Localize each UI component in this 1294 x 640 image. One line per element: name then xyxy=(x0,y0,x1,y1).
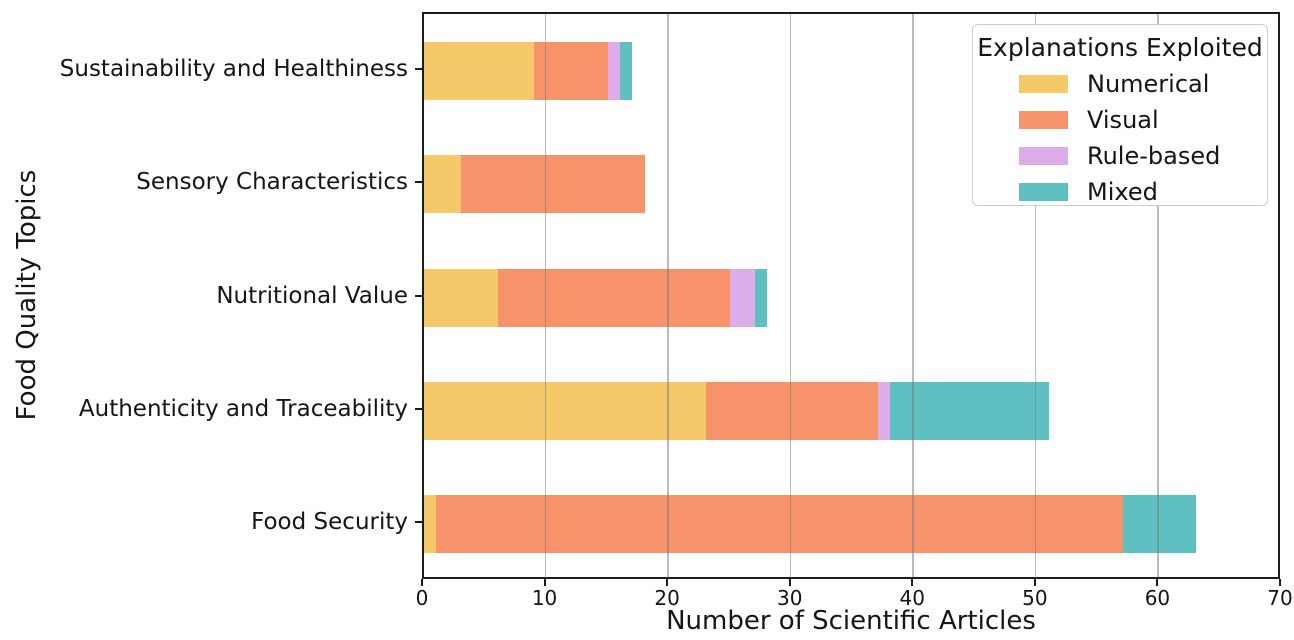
y-tick-label: Food Security xyxy=(251,509,408,536)
legend: Explanations Exploited Numerical Visual Ru… xyxy=(972,24,1268,206)
x-tick-label: 40 xyxy=(899,586,926,610)
legend-item: Mixed xyxy=(973,174,1267,210)
legend-title: Explanations Exploited xyxy=(977,33,1263,62)
legend-swatch xyxy=(1019,147,1068,165)
legend-item: Numerical xyxy=(973,66,1267,102)
bar-segment xyxy=(424,381,706,440)
x-tick-mark xyxy=(1279,579,1281,586)
x-tick-label: 10 xyxy=(531,586,558,610)
legend-swatch xyxy=(1019,183,1068,201)
x-tick-mark xyxy=(1156,579,1159,586)
bar-segment xyxy=(889,381,1050,440)
x-tick-mark xyxy=(1033,579,1036,586)
bar-segment xyxy=(424,155,461,214)
bar-segment xyxy=(436,495,1123,554)
bar-segment xyxy=(460,155,645,214)
bar-segment xyxy=(1122,495,1197,554)
gridline xyxy=(789,14,792,577)
x-tick-label: 70 xyxy=(1267,586,1293,610)
bar-segment xyxy=(497,268,731,327)
bar-segment xyxy=(424,268,498,327)
y-tick-mark xyxy=(415,67,422,70)
gridline xyxy=(667,14,669,577)
x-tick-label: 60 xyxy=(1144,586,1171,610)
x-tick-mark xyxy=(911,579,914,586)
x-tick-mark xyxy=(666,579,669,586)
legend-label: Rule-based xyxy=(1087,142,1221,170)
legend-items: Numerical Visual Rule-based Mixed xyxy=(973,66,1267,210)
x-tick-mark xyxy=(421,579,423,586)
bar-segment xyxy=(620,41,633,100)
gridline xyxy=(1157,14,1160,577)
x-axis-title: Number of Scientific Articles xyxy=(666,606,1036,636)
y-tick-mark xyxy=(415,407,422,410)
gridline xyxy=(544,14,547,577)
bar-segment xyxy=(877,381,890,440)
gridline xyxy=(912,14,914,577)
gridline xyxy=(1034,14,1037,577)
x-tick-label: 20 xyxy=(654,586,680,610)
bar-segment xyxy=(607,41,621,100)
legend-swatch xyxy=(1019,111,1068,129)
legend-label: Visual xyxy=(1087,106,1159,134)
x-tick-mark xyxy=(543,579,546,586)
y-tick-mark xyxy=(415,521,422,524)
bar-segment xyxy=(705,381,878,440)
bar-segment xyxy=(424,495,437,554)
bar-segment xyxy=(534,41,608,100)
legend-item: Visual xyxy=(973,102,1267,138)
bar-segment xyxy=(424,41,535,100)
x-tick-label: 30 xyxy=(776,586,803,610)
y-tick-label: Authenticity and Traceability xyxy=(78,395,408,422)
y-tick-mark xyxy=(415,181,422,184)
legend-swatch xyxy=(1019,75,1068,93)
y-tick-label: Sensory Characteristics xyxy=(136,169,408,196)
legend-item: Rule-based xyxy=(973,138,1267,174)
legend-label: Mixed xyxy=(1087,178,1158,206)
y-tick-label: Sustainability and Healthiness xyxy=(59,55,408,82)
x-tick-label: 0 xyxy=(415,586,429,610)
bar-segment xyxy=(730,268,755,327)
y-tick-mark xyxy=(415,294,422,297)
x-tick-mark xyxy=(788,579,791,586)
bar-segment xyxy=(754,268,768,327)
x-tick-label: 50 xyxy=(1022,586,1048,610)
legend-label: Numerical xyxy=(1087,70,1210,98)
y-tick-label: Nutritional Value xyxy=(216,282,408,309)
